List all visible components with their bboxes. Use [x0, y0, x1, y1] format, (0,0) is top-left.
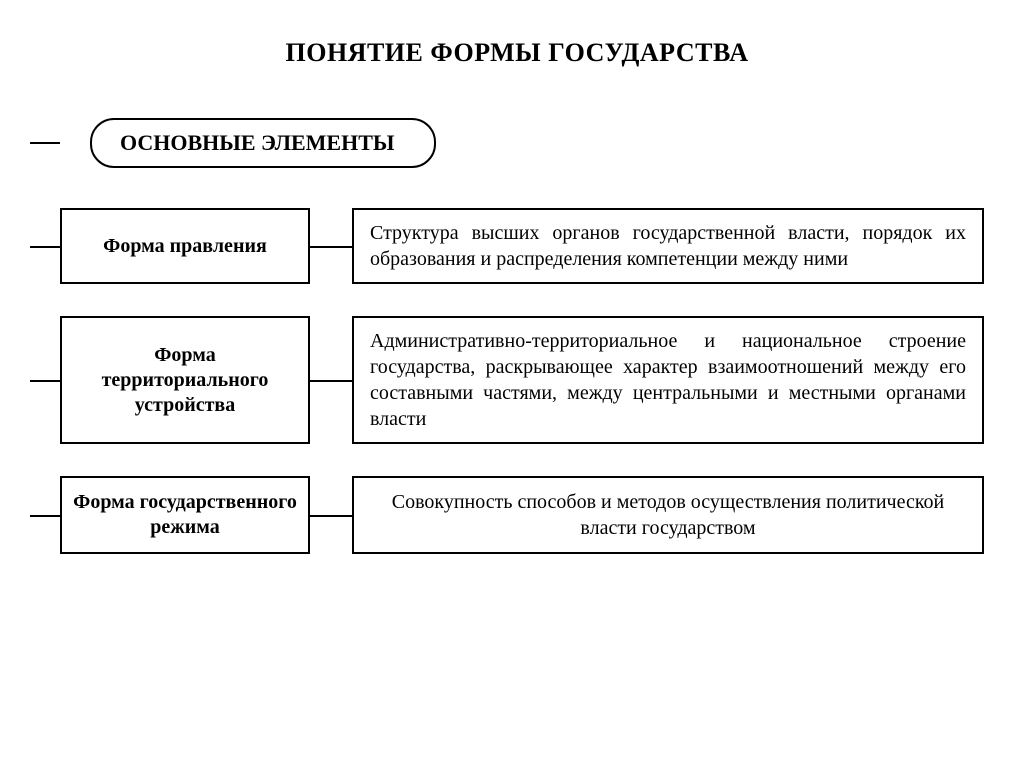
diagram-row: Форма государственного режима Совокупност… [60, 476, 984, 554]
element-label-box: Форма территориального устройства [60, 316, 310, 444]
connector-stub [30, 246, 60, 248]
connector-line [310, 208, 352, 284]
element-description-box: Административно-территориальное и нацио­… [352, 316, 984, 444]
element-description-box: Совокупность способов и методов осуществ… [352, 476, 984, 554]
diagram-row: Форма правления Структура высших органов … [60, 208, 984, 284]
rows-container: Форма правления Структура высших органов … [50, 208, 984, 554]
connector-line [310, 476, 352, 554]
element-label: Форма территориального устройства [72, 343, 298, 418]
diagram-row: Форма территориального устройства Админис… [60, 316, 984, 444]
element-description: Структура высших органов государственной… [370, 220, 966, 272]
element-description-box: Структура высших органов государственной… [352, 208, 984, 284]
connector-stub [30, 380, 60, 382]
connector-stub [30, 142, 60, 144]
subtitle-pill: ОСНОВНЫЕ ЭЛЕМЕНТЫ [90, 118, 436, 168]
element-label: Форма государственного режима [72, 490, 298, 540]
element-description: Совокупность способов и методов осуществ… [370, 489, 966, 541]
connector-stub [30, 515, 60, 517]
element-label-box: Форма государственного режима [60, 476, 310, 554]
element-description: Административно-территориальное и нацио­… [370, 328, 966, 432]
connector-line [310, 316, 352, 444]
element-label: Форма правления [103, 234, 267, 259]
diagram-title: ПОНЯТИЕ ФОРМЫ ГОСУДАРСТВА [50, 38, 984, 68]
element-label-box: Форма правления [60, 208, 310, 284]
